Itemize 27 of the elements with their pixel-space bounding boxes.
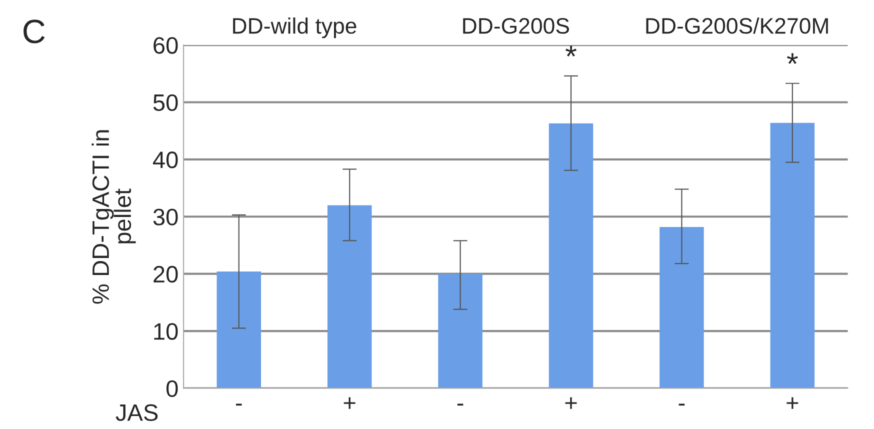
text: C (24, 20, 45, 44)
x-tick-label: + (344, 397, 356, 409)
data-label: * (566, 46, 576, 57)
x-tick-label: - (457, 404, 464, 406)
text: DD-wild type (233, 17, 356, 38)
bar (548, 123, 594, 388)
y-tick-label: 30 (153, 208, 178, 226)
x-tick-label: - (678, 404, 685, 406)
bar (770, 122, 815, 388)
y-tick-label: 50 (153, 94, 178, 112)
y-tick-label: 40 (152, 152, 178, 168)
bar (660, 226, 704, 388)
x-tick-label: + (565, 397, 577, 409)
x-axis-title: JAS (116, 404, 158, 422)
data-label: * (786, 53, 798, 64)
x-tick-label: - (236, 404, 242, 406)
y-axis-title: % DD-TgACTI in pellet (92, 130, 136, 304)
text: DD-G200S (463, 18, 569, 34)
text: DD-G200S/K270M (646, 17, 828, 34)
bar (438, 274, 482, 388)
x-tick-label: + (786, 397, 798, 409)
y-tick-label: 0 (166, 380, 178, 398)
bar (216, 272, 262, 388)
bar (327, 205, 372, 388)
y-tick-label: 60 (154, 37, 178, 54)
y-tick-label: 20 (154, 266, 178, 283)
y-tick-label: 10 (154, 323, 178, 340)
